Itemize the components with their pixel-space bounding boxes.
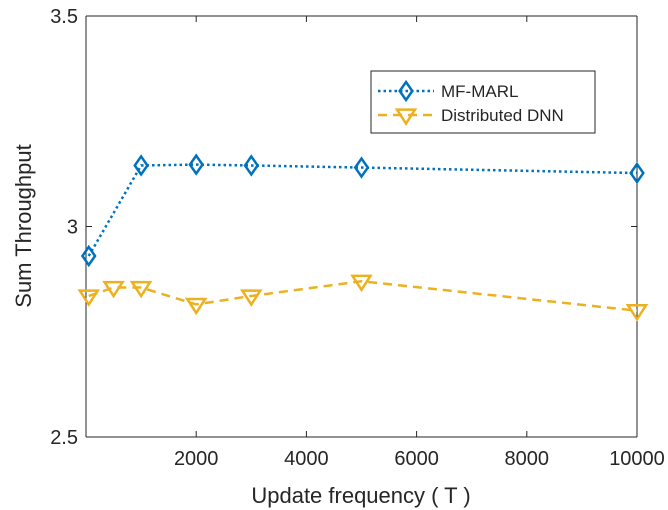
data-point-triangle [102,280,125,299]
data-point-diamond [398,79,414,103]
series-mf-marl [80,153,645,268]
data-point-triangle [184,297,208,316]
legend: MF-MARL Distributed DNN [370,70,596,134]
x-tick-label: 4000 [284,448,329,470]
data-point-triangle [625,304,649,322]
x-tick-label: 10000 [609,448,665,470]
data-series [77,153,649,322]
data-point-triangle [394,108,418,126]
data-point-diamond [243,154,260,177]
series-line [87,163,638,257]
legend-box [370,70,596,134]
x-tick-label: 6000 [394,448,439,470]
data-point-triangle [129,280,153,299]
data-point-diamond [188,153,205,176]
legend-label: Distributed DNN [441,106,564,125]
y-tick-label: 2.5 [50,427,78,449]
legend-label: MF-MARL [441,82,518,101]
data-point-diamond [80,244,97,268]
y-tick-label: 3.5 [50,6,78,28]
y-axis-label: Sum Throughput [11,144,36,307]
x-axis-label: Update frequency ( T ) [251,483,470,508]
data-point-diamond [133,154,149,177]
x-tick-label: 8000 [505,448,550,470]
x-tick-label: 2000 [174,448,219,470]
data-point-diamond [629,161,645,185]
y-tick-label: 3 [67,217,78,239]
data-point-triangle [240,289,263,307]
series-distributed-dnn [77,274,649,322]
data-point-triangle [350,274,373,293]
data-point-triangle [77,289,101,307]
axis-ticks: 2000 4000 6000 8000 10000 2.5 3 3.5 [50,6,665,470]
data-point-diamond [353,156,370,179]
series-line [88,279,638,312]
